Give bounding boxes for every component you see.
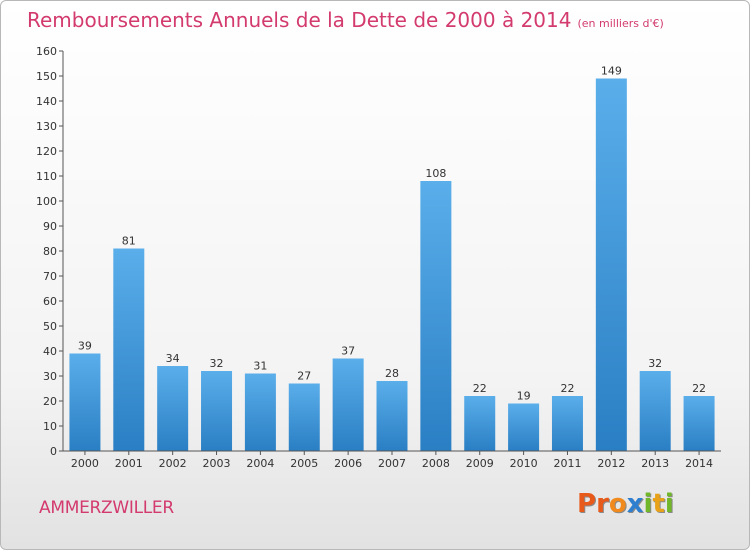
bar-value-label: 22 xyxy=(560,382,574,395)
logo-letter: o xyxy=(608,489,627,519)
logo-letter: t xyxy=(652,489,665,519)
bar-value-label: 28 xyxy=(385,367,399,380)
y-tick-label: 10 xyxy=(43,420,57,433)
logo-letter: r xyxy=(596,489,609,519)
bar-2003 xyxy=(201,371,233,451)
x-tick-label: 2007 xyxy=(378,457,406,470)
bar-value-label: 31 xyxy=(253,360,267,373)
bars: 39 81 34 32 31 27 37 28 108 22 19 22 149 32 22 xyxy=(69,65,715,451)
x-tick-label: 2010 xyxy=(510,457,538,470)
x-tick-label: 2003 xyxy=(203,457,231,470)
bar-value-label: 34 xyxy=(166,352,180,365)
chart-title: Remboursements Annuels de la Dette de 20… xyxy=(27,8,664,32)
bar-2005 xyxy=(288,383,320,451)
y-tick-label: 90 xyxy=(43,220,57,233)
bar-value-label: 22 xyxy=(692,382,706,395)
bar-2011 xyxy=(551,396,583,451)
bar-2000 xyxy=(69,353,101,451)
bar-2012 xyxy=(595,78,627,451)
bar-2002 xyxy=(157,366,189,451)
logo-letter: P xyxy=(577,489,597,519)
bar-2014 xyxy=(683,396,715,451)
bar-value-label: 108 xyxy=(425,167,446,180)
y-tick-label: 150 xyxy=(36,70,57,83)
x-axis: 2000 2001 2002 2003 2004 2005 2006 2007 2008 2009… xyxy=(63,450,721,470)
y-tick-label: 130 xyxy=(36,120,57,133)
y-tick-label: 40 xyxy=(43,345,57,358)
bar-value-label: 32 xyxy=(210,357,224,370)
y-tick-label: 50 xyxy=(43,320,57,333)
y-tick-label: 20 xyxy=(43,395,57,408)
logo-letter: x xyxy=(626,489,644,519)
y-tick-label: 30 xyxy=(43,370,57,383)
x-tick-label: 2002 xyxy=(159,457,187,470)
x-tick-label: 2008 xyxy=(422,457,450,470)
bar-2008 xyxy=(420,181,452,451)
y-tick-label: 70 xyxy=(43,270,57,283)
y-tick-label: 110 xyxy=(36,170,57,183)
x-tick-label: 2011 xyxy=(553,457,581,470)
bar-2006 xyxy=(332,358,364,451)
x-tick-label: 2000 xyxy=(71,457,99,470)
y-tick-label: 100 xyxy=(36,195,57,208)
y-tick-label: 80 xyxy=(43,245,57,258)
proxiti-logo[interactable]: Proxiti xyxy=(577,489,674,519)
chart-title-text: Remboursements Annuels de la Dette de 20… xyxy=(27,8,572,32)
x-tick-label: 2014 xyxy=(685,457,713,470)
y-tick-label: 160 xyxy=(36,45,57,58)
bar-value-label: 22 xyxy=(473,382,487,395)
bar-2010 xyxy=(508,403,540,451)
bar-value-label: 81 xyxy=(122,235,136,248)
x-tick-label: 2013 xyxy=(641,457,669,470)
y-tick-label: 60 xyxy=(43,295,57,308)
bar-2007 xyxy=(376,381,408,451)
bar-value-label: 149 xyxy=(601,65,622,78)
commune-name: AMMERZWILLER xyxy=(39,498,174,518)
bar-value-label: 27 xyxy=(297,370,311,383)
x-tick-label: 2012 xyxy=(597,457,625,470)
chart-subtitle: (en milliers d'€) xyxy=(577,17,664,30)
logo-letter: i xyxy=(664,489,674,519)
logo-letter: i xyxy=(643,489,653,519)
y-tick-label: 120 xyxy=(36,145,57,158)
bar-value-label: 32 xyxy=(648,357,662,370)
y-tick-label: 140 xyxy=(36,95,57,108)
x-tick-label: 2005 xyxy=(290,457,318,470)
bar-2004 xyxy=(244,373,276,451)
bar-value-label: 37 xyxy=(341,345,355,358)
y-tick-label: 0 xyxy=(50,445,57,458)
y-axis: 0 10 20 30 40 50 60 70 80 90 100 110 120 130 140 150 160 xyxy=(36,45,64,458)
x-tick-label: 2009 xyxy=(466,457,494,470)
x-tick-label: 2006 xyxy=(334,457,362,470)
x-tick-label: 2001 xyxy=(115,457,143,470)
bar-2009 xyxy=(464,396,496,451)
bar-value-label: 19 xyxy=(517,390,531,403)
x-tick-label: 2004 xyxy=(246,457,274,470)
bar-2013 xyxy=(639,371,671,451)
bar-value-label: 39 xyxy=(78,340,92,353)
bar-2001 xyxy=(113,248,145,451)
